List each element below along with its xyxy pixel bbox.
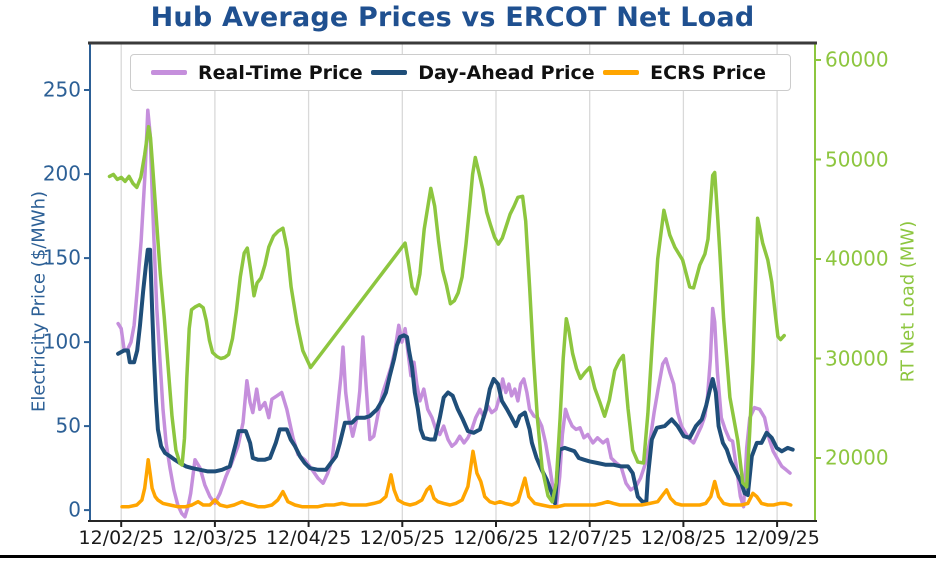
legend-label-dayahead: Day-Ahead Price bbox=[418, 61, 595, 84]
dayahead-line-swatch bbox=[371, 70, 408, 75]
y-left-tick-label: 250 bbox=[42, 77, 81, 102]
y-right-tick-label: 40000 bbox=[825, 246, 889, 271]
y-right-tick-label: 50000 bbox=[825, 147, 889, 172]
y-right-tick-label: 60000 bbox=[825, 47, 889, 72]
y-right-tick-label: 30000 bbox=[825, 346, 889, 371]
legend-item-dayahead: Day-Ahead Price bbox=[371, 61, 595, 84]
y-axis-left-title: Electricity Price ($/MWh) bbox=[28, 190, 50, 413]
realtime-line-swatch bbox=[151, 70, 187, 75]
x-tick-label: 12/05/25 bbox=[359, 527, 445, 549]
x-tick-label: 12/09/25 bbox=[734, 527, 820, 549]
legend-label-realtime: Real-Time Price bbox=[198, 61, 363, 84]
x-tick-label: 12/08/25 bbox=[640, 527, 727, 549]
y-left-tick-label: 50 bbox=[55, 413, 81, 438]
y-left-tick-label: 0 bbox=[68, 497, 81, 522]
y-left-tick-label: 200 bbox=[42, 161, 81, 186]
legend-item-realtime: Real-Time Price bbox=[151, 62, 363, 84]
figure-bottom-border bbox=[0, 555, 936, 558]
ecrs-line-swatch bbox=[603, 70, 640, 75]
x-tick-label: 12/03/25 bbox=[172, 527, 258, 549]
legend: Real-Time Price Day-Ahead Price ECRS Pri… bbox=[130, 54, 791, 91]
x-tick-label: 12/06/25 bbox=[453, 527, 539, 549]
y-left-tick-label: 100 bbox=[42, 329, 81, 354]
legend-item-ecrs: ECRS Price bbox=[603, 62, 766, 84]
y-axis-right-title: RT Net Load (MW) bbox=[897, 220, 919, 383]
chart-title: Hub Average Prices vs ERCOT Net Load bbox=[150, 2, 755, 33]
y-left-tick-label: 150 bbox=[42, 245, 81, 270]
x-tick-label: 12/04/25 bbox=[265, 527, 352, 549]
y-right-tick-label: 20000 bbox=[825, 445, 889, 470]
x-tick-label: 12/02/25 bbox=[78, 527, 164, 549]
x-tick-label: 12/07/25 bbox=[547, 527, 633, 549]
legend-label-ecrs: ECRS Price bbox=[650, 61, 766, 84]
